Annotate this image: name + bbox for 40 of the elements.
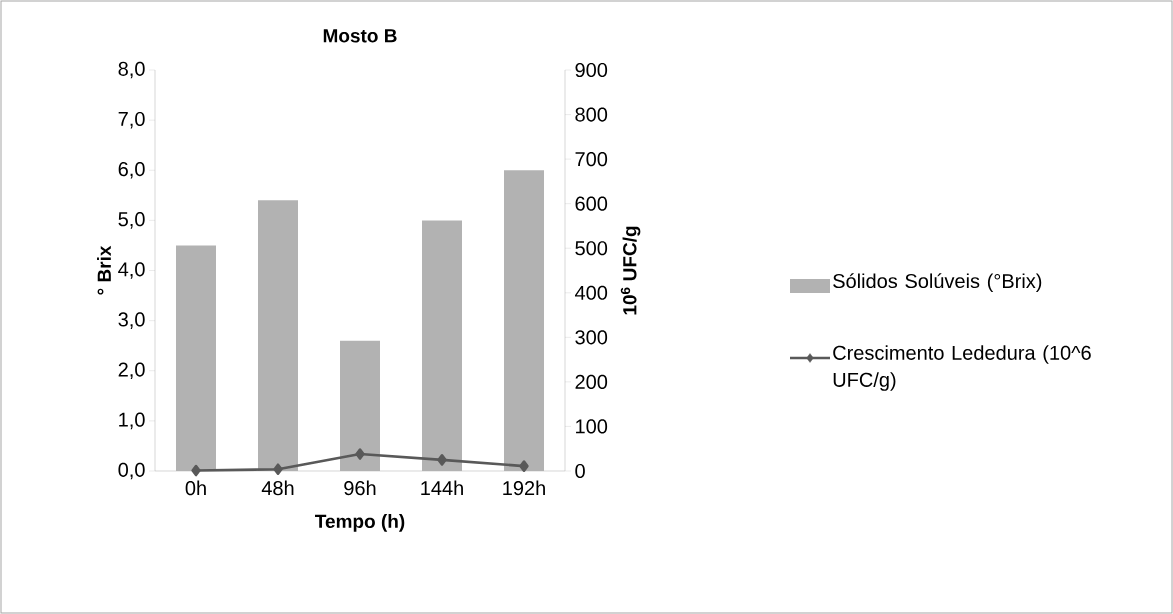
y-tick-label: 8,0 bbox=[118, 61, 145, 79]
y2-axis-title: 10$^{6}$ UFC/g bbox=[620, 226, 641, 315]
y-tick-label: 5,0 bbox=[118, 212, 145, 229]
legend-label: Sólidos Solúveis (°Brix) bbox=[833, 273, 1042, 293]
y2-tick-label: 300 bbox=[575, 330, 608, 345]
y-tick-label: 3,0 bbox=[118, 312, 145, 329]
x-tick-label: 144h bbox=[421, 480, 463, 496]
y2-tick-label: 600 bbox=[575, 196, 608, 211]
point bbox=[437, 454, 447, 466]
x-tick-label: 0h bbox=[185, 480, 206, 496]
bar bbox=[504, 170, 544, 471]
point bbox=[519, 460, 529, 472]
y2-tick-label: 500 bbox=[575, 241, 608, 256]
y-tick-label: 7,0 bbox=[118, 111, 145, 129]
y2-tick-label: 700 bbox=[575, 152, 608, 167]
y-tick-label: 0,0 bbox=[118, 462, 145, 480]
bar bbox=[176, 245, 216, 471]
point bbox=[355, 448, 365, 460]
chart-title: Mosto B bbox=[323, 29, 397, 43]
bar bbox=[340, 340, 380, 471]
y2-tick-label: 900 bbox=[575, 62, 608, 78]
x-tick-label: 192h bbox=[503, 480, 545, 496]
x-axis-title: Tempo (h) bbox=[315, 514, 405, 532]
y2-tick-label: 800 bbox=[575, 107, 608, 122]
bar bbox=[258, 200, 298, 471]
y2-tick-label: 200 bbox=[575, 374, 608, 389]
y2-tick-label: 0 bbox=[575, 463, 585, 479]
y-tick-label: 2,0 bbox=[118, 362, 145, 380]
point bbox=[273, 463, 283, 476]
x-tick-label: 48h bbox=[261, 480, 294, 496]
point bbox=[191, 464, 201, 477]
y-tick-label: 1,0 bbox=[119, 412, 145, 430]
legend-label: Crescimento Lededura (10^6 UFC/g) bbox=[833, 345, 1091, 391]
y-tick-label: 6,0 bbox=[118, 162, 145, 179]
y-tick-label: 4,0 bbox=[118, 262, 145, 279]
bar bbox=[422, 220, 462, 471]
y2-tick-label: 100 bbox=[576, 419, 608, 434]
x-tick-label: 96h bbox=[344, 480, 376, 496]
y2-tick-label: 400 bbox=[574, 285, 608, 300]
y-axis-title: ° Brix bbox=[97, 245, 111, 295]
